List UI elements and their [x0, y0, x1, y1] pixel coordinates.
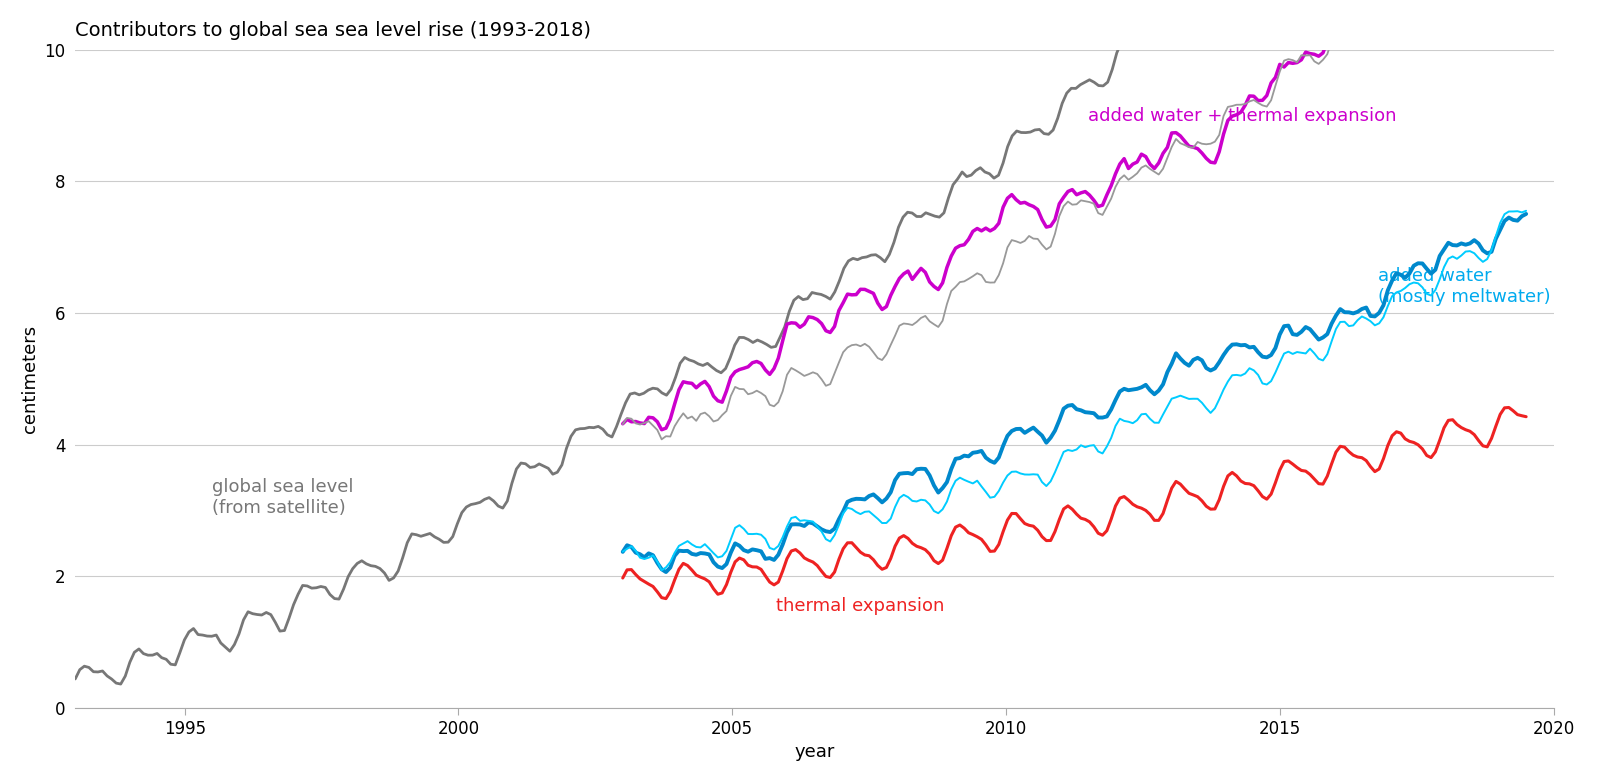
- Text: added water
(mostly meltwater): added water (mostly meltwater): [1378, 267, 1550, 306]
- Text: thermal expansion: thermal expansion: [776, 597, 944, 615]
- Text: global sea level
(from satellite): global sea level (from satellite): [213, 478, 354, 517]
- Text: added water + thermal expansion: added water + thermal expansion: [1088, 106, 1397, 124]
- X-axis label: year: year: [794, 743, 835, 761]
- Y-axis label: centimeters: centimeters: [21, 325, 38, 432]
- Text: Contributors to global sea sea level rise (1993-2018): Contributors to global sea sea level ris…: [75, 21, 592, 40]
